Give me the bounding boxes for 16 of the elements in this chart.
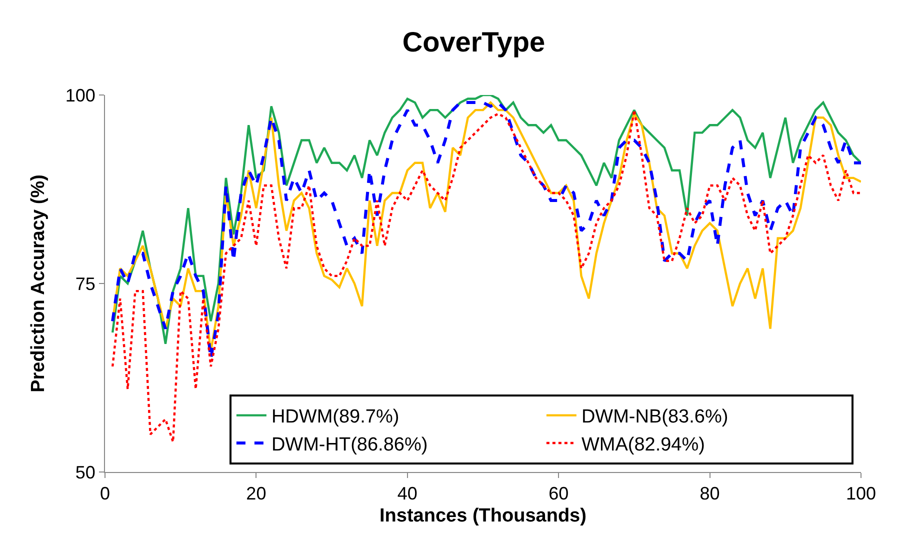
y-tick-label: 100 (65, 85, 96, 106)
x-tick-label: 60 (548, 484, 569, 504)
y-axis-title: Prediction Accuracy (%) (28, 174, 50, 392)
chart-title: CoverType (402, 26, 546, 58)
y-tick-label: 75 (75, 274, 96, 294)
x-tick-label: 40 (397, 484, 418, 504)
x-tick-label: 0 (100, 484, 110, 504)
y-tick-label: 50 (75, 462, 96, 482)
x-axis-title: Instances (Thousands) (380, 505, 586, 526)
x-tick-label: 20 (246, 484, 266, 504)
legend-label: HDWM(89.7%) (271, 406, 400, 428)
x-tick-label: 80 (700, 484, 720, 504)
x-tick-label: 100 (846, 484, 876, 504)
legend-label: WMA(82.94%) (581, 434, 705, 456)
legend-label: DWM-HT(86.86%) (271, 434, 428, 456)
legend-label: DWM-NB(83.6%) (581, 406, 728, 428)
